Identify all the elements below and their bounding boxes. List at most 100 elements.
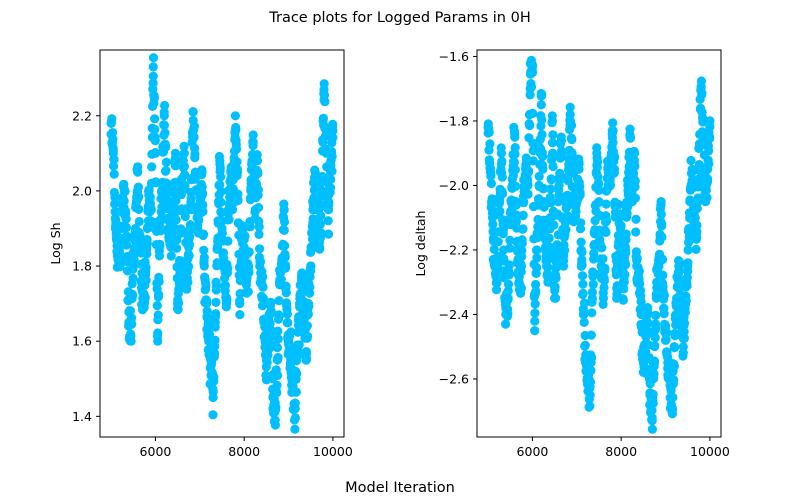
scatter-point — [117, 205, 127, 215]
scatter-point — [505, 213, 515, 223]
scatter-point — [632, 261, 642, 271]
scatter-point — [574, 164, 584, 174]
scatter-point — [203, 319, 213, 329]
scatter-point — [202, 306, 212, 316]
scatter-point — [150, 136, 160, 146]
scatter-point — [211, 309, 221, 319]
scatter-point — [541, 245, 551, 255]
scatter-point — [119, 196, 129, 206]
scatter-point — [164, 223, 174, 234]
scatter-point — [195, 205, 205, 215]
scatter-point — [193, 223, 203, 234]
scatter-point — [248, 137, 258, 147]
y-tick-label: 2.0 — [72, 183, 92, 198]
scatter-point — [280, 252, 290, 262]
scatter-point — [282, 309, 292, 319]
scatter-point — [133, 167, 143, 177]
scatter-point — [663, 358, 673, 368]
right-plot-frame — [476, 49, 722, 438]
scatter-point — [622, 209, 632, 219]
scatter-point — [534, 180, 544, 190]
scatter-point — [321, 130, 331, 140]
scatter-point — [213, 242, 223, 252]
scatter-point — [537, 89, 547, 99]
scatter-point — [599, 282, 609, 293]
scatter-point — [701, 185, 712, 195]
scatter-point — [274, 311, 284, 321]
scatter-point — [694, 164, 704, 174]
x-tick-label: 10000 — [690, 444, 730, 459]
scatter-point — [318, 113, 328, 123]
scatter-point — [244, 261, 254, 271]
scatter-point — [122, 240, 132, 250]
scatter-point — [649, 358, 660, 368]
scatter-point — [696, 84, 706, 94]
scatter-point — [592, 148, 602, 158]
scatter-point — [235, 310, 245, 320]
scatter-point — [485, 139, 495, 149]
scatter-point — [683, 261, 693, 271]
left-scatter-points — [106, 53, 338, 434]
scatter-point — [497, 156, 507, 166]
scatter-point — [325, 183, 336, 193]
x-tick-label: 6000 — [517, 444, 549, 459]
scatter-point — [149, 93, 159, 103]
left-y-axis: 1.4 1.6 1.8 2.0 2.2 — [72, 108, 100, 424]
scatter-point — [543, 277, 553, 287]
scatter-point — [199, 261, 209, 271]
scatter-point — [511, 200, 521, 210]
scatter-point — [521, 164, 531, 174]
scatter-point — [159, 111, 169, 121]
right-x-axis: 6000 8000 10000 — [517, 437, 730, 459]
scatter-point — [676, 309, 686, 319]
scatter-point — [170, 161, 181, 171]
scatter-point — [547, 138, 558, 148]
scatter-point — [631, 227, 641, 237]
scatter-point — [148, 53, 159, 63]
scatter-point — [659, 309, 669, 319]
scatter-point — [621, 245, 631, 255]
scatter-point — [212, 281, 222, 291]
scatter-point — [130, 223, 141, 234]
scatter-point — [126, 336, 136, 346]
scatter-point — [603, 164, 613, 174]
scatter-point — [272, 380, 282, 390]
scatter-point — [179, 161, 189, 171]
scatter-point — [226, 167, 236, 177]
scatter-point — [496, 148, 506, 158]
scatter-point — [631, 247, 642, 257]
scatter-point — [652, 277, 662, 287]
scatter-point — [288, 381, 298, 391]
scatter-point — [230, 111, 240, 121]
scatter-point — [255, 244, 265, 254]
scatter-point — [578, 288, 588, 298]
scatter-point — [509, 157, 519, 167]
scatter-point — [235, 299, 245, 309]
scatter-point — [503, 279, 514, 289]
scatter-point — [483, 122, 493, 132]
scatter-point — [295, 299, 305, 309]
scatter-point — [679, 333, 690, 343]
scatter-point — [297, 269, 307, 279]
scatter-point — [259, 317, 269, 327]
scatter-point — [490, 261, 500, 271]
scatter-point — [161, 157, 171, 167]
scatter-point — [703, 174, 713, 184]
scatter-point — [700, 197, 711, 207]
scatter-point — [286, 355, 296, 365]
scatter-point — [647, 413, 657, 423]
scatter-point — [316, 211, 326, 221]
scatter-point — [650, 333, 660, 343]
scatter-point — [171, 215, 181, 225]
scatter-point — [268, 392, 278, 403]
scatter-point — [209, 372, 219, 382]
scatter-point — [527, 60, 538, 70]
scatter-point — [532, 253, 542, 263]
x-tick-label: 10000 — [313, 444, 353, 459]
scatter-point — [522, 156, 532, 166]
left-subplot: 6000 8000 10000 1.4 1.6 1.8 2.0 2.2 Log Sh — [48, 49, 353, 459]
scatter-point — [585, 401, 595, 411]
scatter-point — [319, 84, 329, 95]
scatter-point — [593, 157, 603, 167]
